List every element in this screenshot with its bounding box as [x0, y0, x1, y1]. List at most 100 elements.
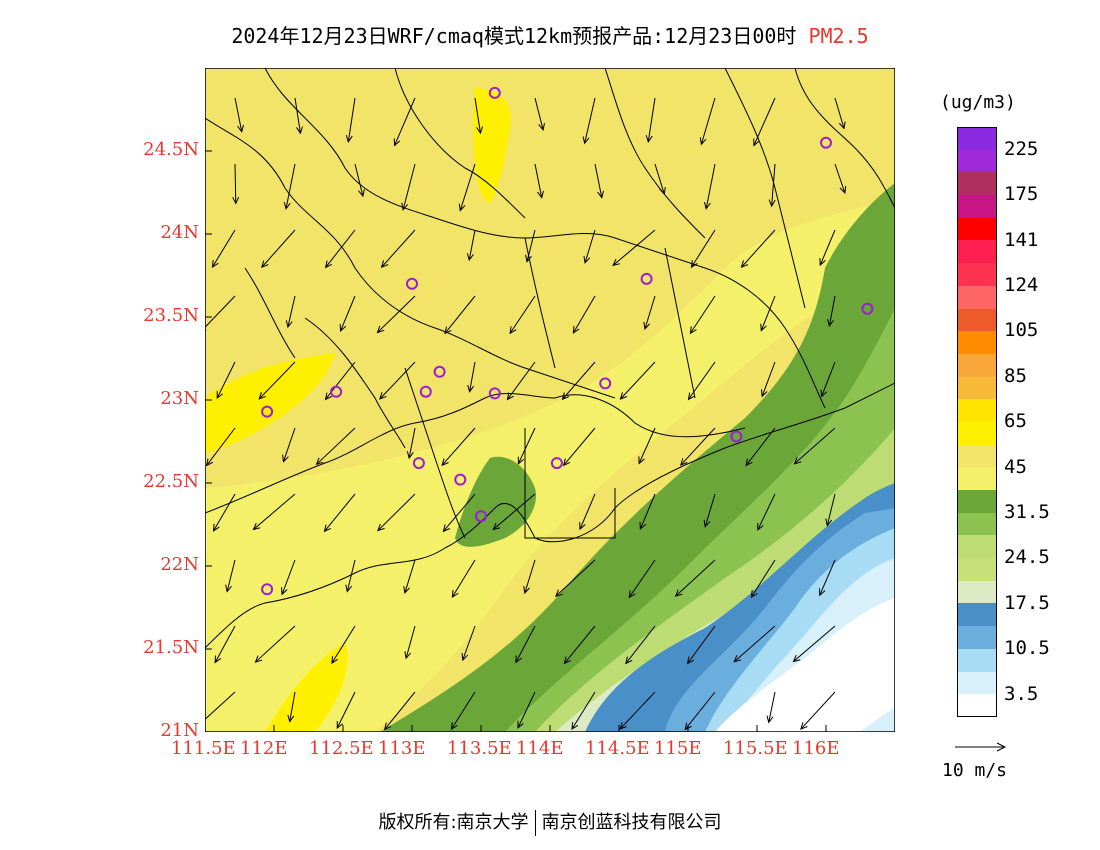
- colorbar-label: 225: [1004, 137, 1039, 160]
- wind-arrow: [572, 295, 596, 334]
- station-marker: [488, 86, 501, 99]
- wind-arrow: [287, 691, 296, 723]
- wind-arrow: [561, 361, 596, 401]
- wind-reference-label: 10 m/s: [942, 760, 1008, 781]
- wind-arrow: [594, 163, 605, 199]
- wind-arrow: [466, 229, 476, 262]
- wind-arrow: [625, 625, 656, 665]
- title-main: 2024年12月23日WRF/cmaq模式12km预报产品:12月23日00时: [231, 24, 797, 48]
- colorbar-swatch: [957, 217, 997, 241]
- x-tick-label: 111.5E: [171, 738, 236, 759]
- station-marker: [261, 583, 274, 596]
- wind-arrow: [834, 163, 847, 194]
- colorbar-swatch: [957, 444, 997, 468]
- station-marker: [488, 387, 501, 400]
- wind-arrow: [733, 625, 776, 663]
- wind-arrow: [827, 295, 836, 328]
- copyright-org1: 南京大学: [456, 812, 529, 833]
- x-tick-label: 113E: [378, 738, 426, 759]
- wind-arrow: [232, 163, 240, 205]
- chart-title: 2024年12月23日WRF/cmaq模式12km预报产品:12月23日00时 …: [0, 20, 1100, 49]
- colorbar-swatch: [957, 195, 997, 218]
- pm25-field-white: [715, 598, 895, 732]
- copyright-prefix: 版权所有:: [378, 812, 457, 833]
- x-tick-label: 115E: [654, 738, 702, 759]
- wind-arrow: [339, 295, 356, 332]
- colorbar: [957, 127, 997, 717]
- colorbar-swatch: [957, 399, 997, 422]
- pm25-field-light-yellow: [205, 198, 895, 732]
- wind-arrow: [689, 295, 716, 335]
- copyright-line: 版权所有:南京大学 南京创蓝科技有限公司: [0, 808, 1100, 836]
- wind-arrow: [442, 493, 476, 533]
- wind-arrow: [283, 163, 296, 210]
- y-tick-label: 21.5N: [143, 637, 199, 658]
- wind-arrow: [211, 229, 236, 268]
- station-marker: [433, 365, 446, 378]
- colorbar-label: 85: [1004, 364, 1027, 387]
- wind-arrow: [555, 559, 596, 597]
- wind-arrow: [619, 361, 656, 400]
- wind-arrow: [690, 229, 716, 269]
- wind-arrow: [225, 559, 236, 593]
- wind-arrow: [645, 97, 656, 143]
- wind-arrow: [628, 559, 656, 599]
- station-marker: [550, 457, 563, 470]
- wind-arrow: [638, 427, 656, 465]
- wind-arrow: [380, 229, 416, 269]
- colorbar-swatch: [957, 149, 997, 173]
- station-marker: [475, 510, 487, 523]
- station-marker: [640, 272, 653, 285]
- wind-arrow: [280, 559, 296, 596]
- copyright-separator: [534, 810, 536, 836]
- colorbar-swatch: [957, 648, 997, 672]
- wind-arrow: [686, 625, 716, 665]
- colorbar-label: 10.5: [1004, 637, 1050, 660]
- wind-arrow: [687, 361, 716, 401]
- wind-reference-arrow: [955, 742, 1007, 752]
- colorbar-swatch: [957, 308, 997, 332]
- colorbar-swatch: [957, 603, 997, 627]
- wind-arrow: [261, 229, 296, 269]
- wind-arrow: [315, 427, 356, 466]
- pm25-field-bright-1: [205, 353, 335, 453]
- colorbar-swatch: [957, 240, 997, 264]
- colorbar-label: 175: [1004, 183, 1039, 206]
- wind-arrow: [517, 427, 536, 465]
- x-tick-label: 112E: [240, 738, 288, 759]
- wind-arrow: [379, 361, 416, 400]
- wind-arrow: [285, 295, 296, 329]
- x-tick-label: 114E: [516, 738, 564, 759]
- colorbar-label: 105: [1004, 319, 1039, 342]
- wind-arrow: [818, 559, 836, 597]
- station-marker: [730, 430, 743, 443]
- station-marker: [820, 136, 832, 149]
- wind-arrow: [324, 229, 356, 269]
- station-marker: [599, 377, 612, 390]
- wind-arrow: [680, 427, 716, 466]
- axis-ticks: [205, 150, 827, 732]
- colorbar-swatch: [957, 421, 997, 445]
- wind-arrow: [766, 691, 776, 724]
- wind-arrow: [506, 361, 536, 401]
- wind-arrow: [294, 97, 303, 135]
- wind-arrow: [674, 559, 716, 597]
- wind-arrow: [515, 625, 536, 664]
- colorbar-swatch: [957, 331, 997, 354]
- wind-arrow: [523, 559, 536, 595]
- colorbar-swatch: [957, 353, 997, 377]
- station-marker: [412, 457, 425, 470]
- colorbar-swatch: [957, 127, 997, 150]
- wind-arrow: [474, 97, 483, 135]
- wind-arrow: [612, 229, 656, 267]
- colorbar-swatch: [957, 376, 997, 400]
- wind-arrow: [643, 295, 656, 330]
- wind-arrow: [401, 163, 416, 211]
- colorbar-label: 141: [1004, 228, 1039, 251]
- colorbar-swatch: [957, 467, 997, 490]
- wind-arrow: [252, 493, 296, 531]
- wind-arrow: [583, 229, 596, 264]
- colorbar-label: 31.5: [1004, 500, 1050, 523]
- wind-arrow: [458, 163, 476, 212]
- wind-arrow: [254, 625, 296, 663]
